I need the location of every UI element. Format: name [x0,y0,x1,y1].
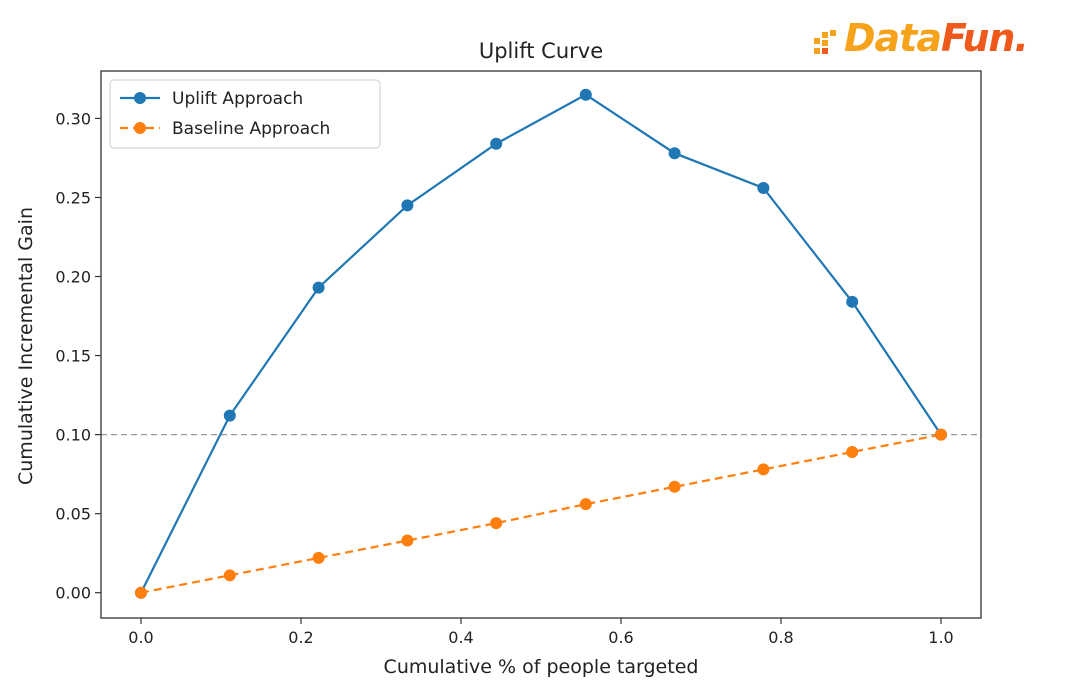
y-tick-label: 0.00 [55,584,91,603]
series-2-point [579,498,592,511]
series-2-point [223,569,236,582]
series-2-point [312,551,325,564]
y-tick-label: 0.20 [55,268,91,287]
series-2-point [135,586,147,599]
series-1-point [757,181,770,194]
y-tick-label: 0.30 [55,109,91,128]
series-2-point [668,480,681,493]
datafun-logo: DataFun. [812,14,1032,74]
series-1-point [223,409,236,422]
legend-label-2: Baseline Approach [172,119,330,139]
series-2-point [757,463,770,476]
series-1-point [846,295,859,308]
logo-text-fun: Fun. [941,16,1029,60]
series-2-point [935,428,947,441]
y-axis-label: Cumulative Incremental Gain [15,207,37,485]
x-tick-label: 0.4 [448,628,473,647]
series-line-2 [140,433,942,594]
series-1-point [312,281,325,294]
x-tick-label: 0.6 [608,628,633,647]
series-line-1 [140,93,942,594]
legend-label-1: Uplift Approach [172,89,303,109]
x-tick-label: 1.0 [928,628,953,647]
legend-marker-1 [134,92,146,104]
series-2-point [846,446,859,459]
logo-text-data: Data [844,16,942,60]
chart-title: Uplift Curve [479,39,603,63]
series-1-point [579,88,592,101]
logo-pixel-icon [814,30,836,54]
x-tick-label: 0.8 [768,628,793,647]
x-tick-label: 0.0 [128,628,153,647]
y-tick-label: 0.05 [55,505,91,524]
series-1-point [490,137,503,150]
y-tick-label: 0.15 [55,347,91,366]
series-2-point [401,534,414,547]
x-axis-label: Cumulative % of people targeted [384,656,699,678]
x-tick-label: 0.2 [288,628,313,647]
logo-text: DataFun. [844,16,1029,60]
series-1-point [401,199,414,212]
series-2-point [490,517,503,530]
y-tick-label: 0.10 [55,426,91,445]
y-tick-label: 0.25 [55,188,91,207]
legend-box [109,79,381,149]
plot-frame [100,70,982,619]
legend-marker-2 [134,122,146,134]
series-1-point [668,147,681,160]
